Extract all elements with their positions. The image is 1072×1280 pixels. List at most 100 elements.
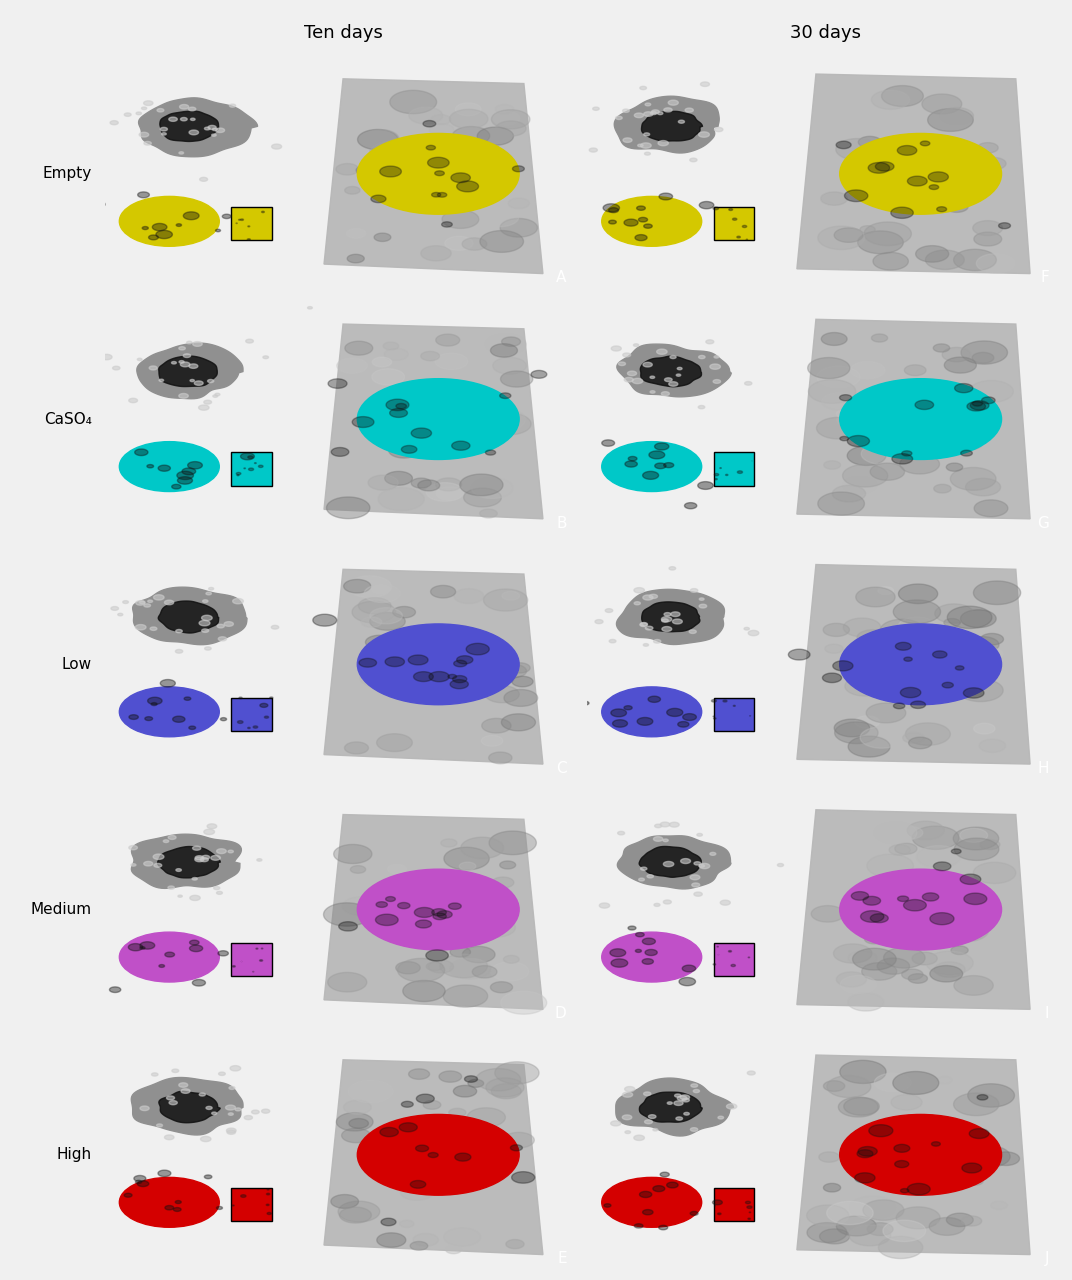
Polygon shape — [481, 736, 503, 746]
Polygon shape — [943, 919, 988, 942]
Circle shape — [357, 379, 519, 460]
Polygon shape — [176, 224, 181, 227]
Polygon shape — [211, 1112, 217, 1115]
Polygon shape — [682, 965, 696, 972]
Polygon shape — [483, 589, 527, 611]
Polygon shape — [206, 1106, 212, 1110]
Polygon shape — [729, 951, 731, 952]
Polygon shape — [623, 1092, 632, 1097]
Polygon shape — [969, 380, 1013, 402]
Polygon shape — [213, 887, 220, 890]
Polygon shape — [937, 1219, 957, 1229]
Polygon shape — [456, 102, 481, 115]
Polygon shape — [967, 636, 999, 653]
Polygon shape — [796, 74, 1030, 274]
Polygon shape — [370, 608, 402, 623]
Polygon shape — [435, 353, 467, 370]
Polygon shape — [400, 1184, 433, 1201]
Polygon shape — [929, 1217, 965, 1235]
Circle shape — [357, 869, 519, 950]
Polygon shape — [212, 128, 218, 131]
Circle shape — [601, 442, 702, 492]
Polygon shape — [429, 672, 449, 682]
Polygon shape — [954, 975, 994, 996]
Polygon shape — [240, 453, 254, 460]
Polygon shape — [903, 732, 924, 744]
Polygon shape — [982, 397, 995, 403]
Polygon shape — [874, 379, 917, 401]
Polygon shape — [489, 831, 536, 855]
Polygon shape — [868, 163, 890, 173]
Polygon shape — [645, 102, 651, 106]
Polygon shape — [459, 863, 476, 870]
Polygon shape — [653, 1129, 658, 1132]
Polygon shape — [637, 718, 653, 726]
Polygon shape — [664, 462, 673, 467]
Polygon shape — [922, 893, 939, 901]
Polygon shape — [969, 1129, 989, 1138]
Polygon shape — [135, 1180, 142, 1184]
Polygon shape — [922, 93, 962, 114]
Polygon shape — [162, 133, 166, 136]
Polygon shape — [266, 1204, 269, 1206]
Polygon shape — [661, 627, 672, 631]
Text: G: G — [1038, 516, 1049, 531]
Polygon shape — [835, 722, 878, 744]
Polygon shape — [834, 943, 872, 963]
Circle shape — [119, 442, 220, 492]
Polygon shape — [449, 639, 463, 646]
Polygon shape — [729, 209, 732, 210]
Polygon shape — [498, 676, 513, 684]
Polygon shape — [451, 442, 470, 451]
Polygon shape — [446, 1245, 461, 1253]
Circle shape — [357, 1115, 519, 1196]
Polygon shape — [929, 965, 963, 982]
Polygon shape — [839, 436, 849, 440]
Polygon shape — [610, 948, 626, 956]
Polygon shape — [664, 861, 674, 867]
Polygon shape — [823, 1184, 840, 1192]
Polygon shape — [891, 207, 913, 219]
Polygon shape — [635, 234, 647, 241]
Polygon shape — [898, 584, 938, 604]
Polygon shape — [450, 947, 471, 957]
Polygon shape — [142, 108, 147, 110]
Polygon shape — [390, 91, 436, 114]
Polygon shape — [922, 141, 953, 156]
Polygon shape — [685, 108, 694, 113]
Polygon shape — [324, 1060, 542, 1254]
Polygon shape — [865, 899, 897, 915]
Polygon shape — [435, 170, 444, 175]
Polygon shape — [902, 451, 912, 456]
Polygon shape — [653, 1185, 665, 1192]
Text: CaSO₄: CaSO₄ — [44, 412, 92, 426]
Polygon shape — [248, 238, 251, 241]
Polygon shape — [353, 416, 374, 428]
Polygon shape — [179, 105, 189, 109]
Polygon shape — [461, 421, 483, 433]
Polygon shape — [429, 124, 453, 136]
Polygon shape — [679, 978, 696, 986]
Polygon shape — [694, 861, 701, 865]
Polygon shape — [662, 838, 668, 842]
Polygon shape — [172, 361, 177, 364]
Polygon shape — [876, 161, 894, 172]
Polygon shape — [642, 471, 658, 479]
Polygon shape — [502, 714, 536, 731]
Polygon shape — [137, 1181, 149, 1187]
Polygon shape — [896, 1207, 940, 1229]
Polygon shape — [202, 616, 212, 621]
Polygon shape — [262, 1108, 270, 1114]
Polygon shape — [381, 1219, 396, 1226]
Polygon shape — [911, 701, 925, 708]
Polygon shape — [654, 904, 660, 906]
Polygon shape — [928, 172, 949, 182]
Polygon shape — [796, 810, 1030, 1010]
Polygon shape — [504, 690, 538, 707]
Polygon shape — [689, 630, 696, 634]
Polygon shape — [864, 934, 883, 943]
Polygon shape — [691, 883, 700, 887]
Polygon shape — [860, 727, 903, 749]
Polygon shape — [271, 626, 279, 628]
Polygon shape — [428, 157, 449, 168]
